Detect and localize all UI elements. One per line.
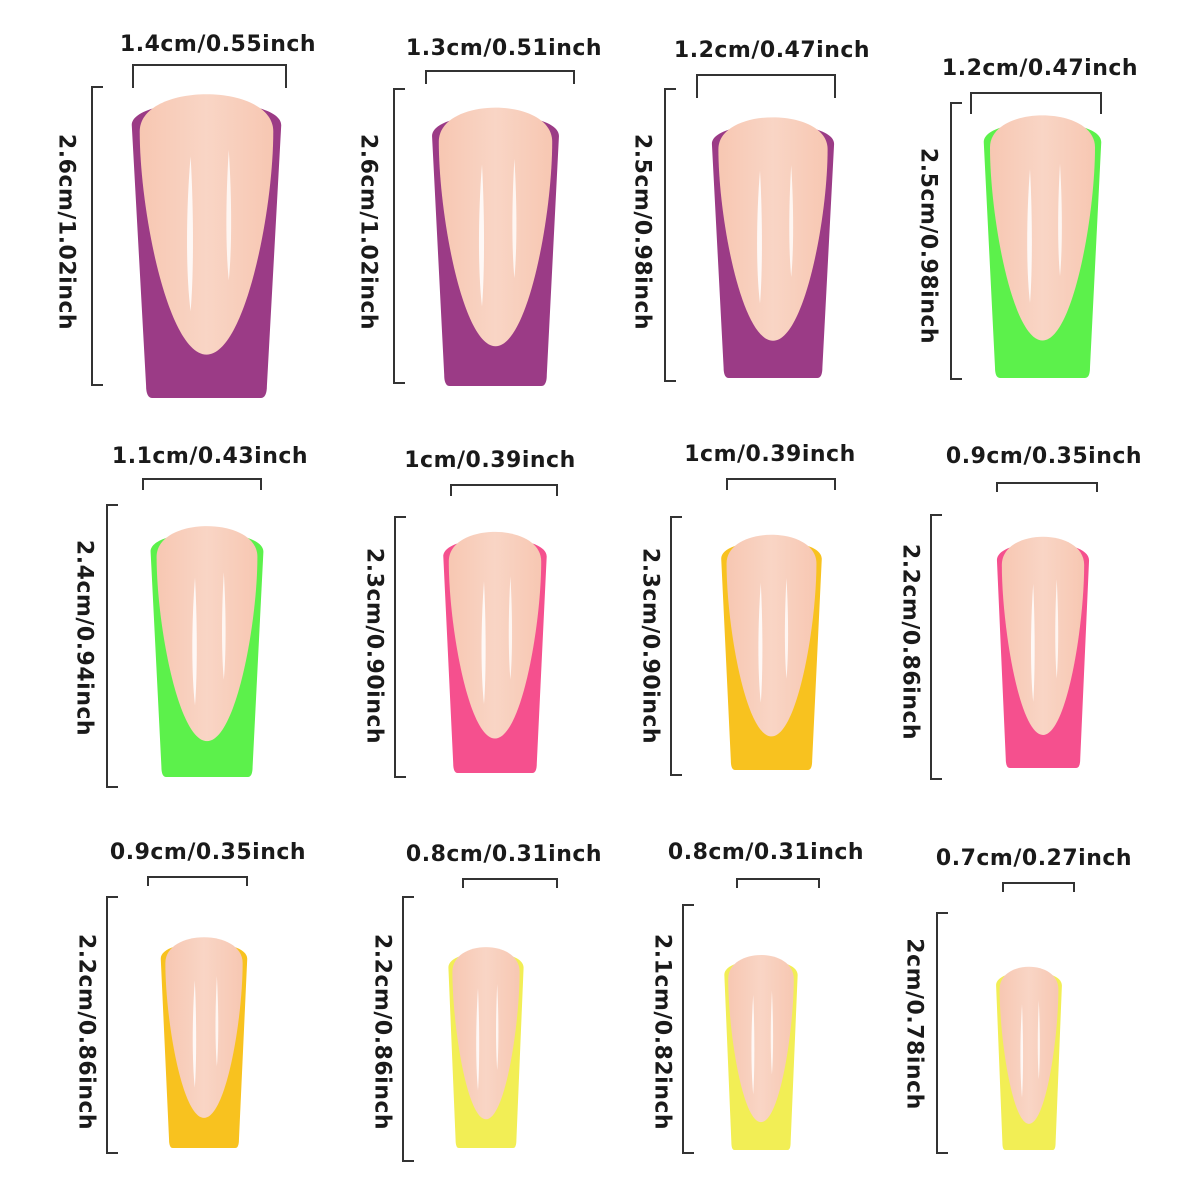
nail-width-label: 1.2cm/0.47inch	[673, 38, 871, 63]
nail-length-bracket	[682, 904, 694, 1154]
nail-highlight	[215, 976, 219, 1067]
nail-highlight	[784, 578, 789, 679]
nail-highlight	[508, 576, 513, 680]
nail-highlight	[192, 980, 197, 1088]
nail-length-label: 2.4cm/0.94inch	[71, 539, 97, 737]
nail-width-label: 1.2cm/0.47inch	[941, 56, 1139, 81]
nail-nude-base	[726, 534, 817, 737]
nail-width-bracket	[736, 878, 820, 888]
nail-nude-base	[452, 947, 520, 1120]
nail-highlight	[757, 170, 762, 304]
nail-highlight	[481, 581, 486, 705]
nail-width-label: 1.1cm/0.43inch	[111, 444, 309, 469]
nail-highlight	[512, 158, 517, 279]
nail-nude-base	[728, 954, 794, 1123]
nail-length-bracket	[393, 88, 405, 384]
nail-length-bracket	[106, 504, 118, 788]
nail-width-label: 1.3cm/0.51inch	[405, 36, 603, 61]
nail-length-label: 2.2cm/0.86inch	[73, 933, 99, 1131]
nail-width-bracket	[425, 70, 575, 84]
press-on-nail-image	[448, 947, 524, 1148]
nail-length-bracket	[936, 912, 948, 1154]
nail-length-bracket	[91, 86, 103, 386]
press-on-nail-image	[150, 526, 264, 777]
nail-width-label: 0.8cm/0.31inch	[405, 842, 603, 867]
press-on-nail-image	[724, 954, 798, 1150]
nail-highlight	[478, 164, 485, 307]
nail-width-label: 1cm/0.39inch	[684, 442, 856, 467]
press-on-nail-image	[443, 531, 547, 773]
press-on-nail-image	[996, 966, 1062, 1150]
nail-highlight	[476, 988, 480, 1091]
nail-width-label: 0.7cm/0.27inch	[935, 846, 1133, 871]
nail-highlight	[789, 165, 794, 277]
nail-nude-base	[139, 94, 274, 355]
nail-width-bracket	[132, 64, 287, 88]
nail-nude-base	[165, 937, 243, 1118]
nail-highlight	[751, 994, 755, 1095]
nail-highlight	[496, 984, 499, 1071]
nail-highlight	[192, 577, 197, 706]
nail-length-bracket	[670, 516, 682, 776]
nail-length-label: 2cm/0.78inch	[901, 938, 927, 1110]
nail-nude-base	[999, 966, 1059, 1124]
nail-width-bracket	[726, 478, 836, 490]
nail-highlight	[1037, 1000, 1040, 1079]
nail-nude-base	[990, 115, 1095, 341]
nail-width-label: 0.8cm/0.31inch	[667, 840, 865, 865]
nail-width-bracket	[147, 876, 248, 886]
nail-width-label: 1cm/0.39inch	[404, 448, 576, 473]
press-on-nail-image	[131, 94, 282, 398]
nail-highlight	[1027, 168, 1032, 303]
press-on-nail-image	[432, 107, 559, 386]
nail-nude-base	[156, 526, 258, 742]
nail-width-bracket	[450, 484, 558, 496]
nail-width-bracket	[142, 478, 262, 490]
nail-nude-base	[1001, 536, 1085, 735]
nail-nude-base	[438, 107, 553, 347]
press-on-nail-image	[711, 117, 835, 378]
nail-highlight	[1055, 579, 1059, 679]
nail-nude-base	[448, 531, 542, 739]
nail-length-label: 2.3cm/0.90inch	[361, 547, 387, 745]
nail-highlight	[758, 582, 763, 703]
nail-length-label: 2.2cm/0.86inch	[897, 543, 923, 741]
nail-length-bracket	[106, 896, 118, 1154]
nail-nude-base	[718, 117, 828, 341]
nail-length-bracket	[394, 516, 406, 778]
nail-width-label: 0.9cm/0.35inch	[945, 444, 1143, 469]
press-on-nail-image	[996, 536, 1090, 768]
nail-length-label: 2.5cm/0.98inch	[629, 133, 655, 331]
nail-length-label: 2.6cm/1.02inch	[53, 133, 79, 331]
nail-width-label: 1.4cm/0.55inch	[119, 32, 317, 57]
nail-length-bracket	[930, 514, 942, 780]
nail-width-bracket	[996, 482, 1098, 492]
press-on-nail-image	[160, 937, 248, 1148]
nail-length-label: 2.6cm/1.02inch	[355, 133, 381, 331]
nail-length-bracket	[402, 896, 414, 1162]
nail-highlight	[1058, 163, 1062, 277]
nail-width-bracket	[970, 92, 1102, 114]
nail-highlight	[222, 572, 226, 680]
nail-highlight	[1030, 583, 1035, 702]
press-on-nail-image	[721, 534, 822, 770]
nail-width-bracket	[1002, 882, 1075, 892]
nail-highlight	[1020, 1004, 1024, 1098]
nail-length-label: 2.5cm/0.98inch	[915, 147, 941, 345]
nail-length-bracket	[664, 88, 676, 382]
nail-width-label: 0.9cm/0.35inch	[109, 840, 307, 865]
nail-length-label: 2.2cm/0.86inch	[369, 933, 395, 1131]
nail-highlight	[187, 156, 193, 312]
press-on-nail-image	[983, 115, 1102, 378]
nail-highlight	[770, 990, 774, 1075]
nail-length-label: 2.1cm/0.82inch	[649, 933, 675, 1131]
nail-width-bracket	[696, 74, 836, 98]
nail-width-bracket	[462, 878, 558, 888]
nail-length-label: 2.3cm/0.90inch	[637, 547, 663, 745]
nail-length-bracket	[950, 102, 962, 380]
nail-highlight	[226, 150, 232, 281]
